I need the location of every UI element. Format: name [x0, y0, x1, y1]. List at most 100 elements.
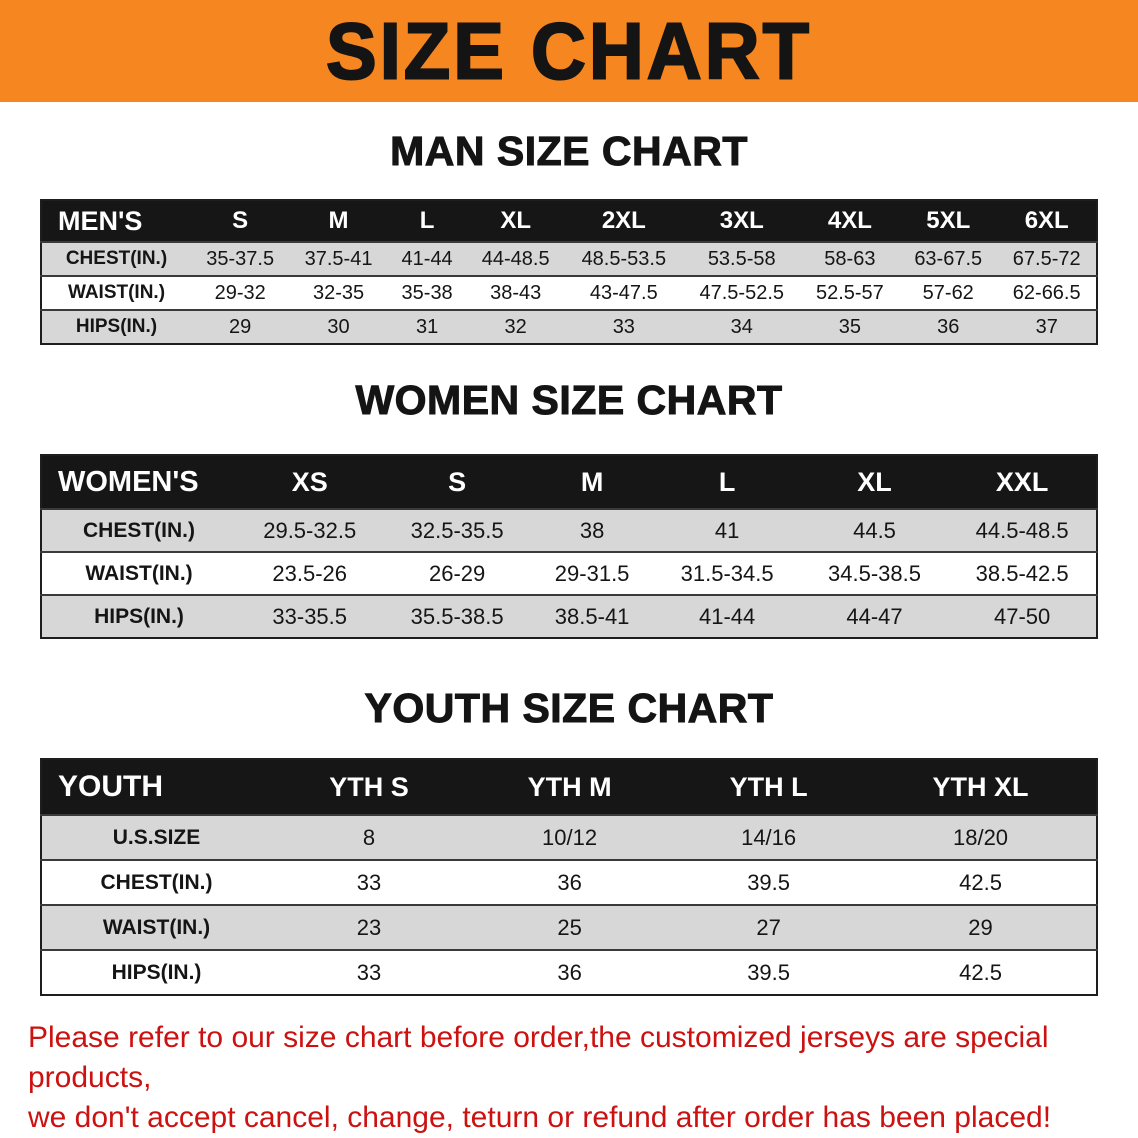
- men-size-section: MAN SIZE CHART MEN'S S M L XL 2XL 3XL 4XL 5XL 6XL…: [0, 128, 1138, 345]
- row-label-cell: HIPS(IN.): [111, 960, 202, 984]
- value-cell: 57-62: [922, 281, 974, 304]
- value-cell: 43-47.5: [589, 281, 658, 304]
- value-cell: 32-35: [312, 281, 365, 304]
- value-cell: 36: [557, 869, 582, 895]
- measurement-row: CHEST(IN.) 33 36 39.5 42.5: [41, 860, 1097, 905]
- size-header-cell: YTH S: [271, 759, 467, 815]
- size-header-cell: XS: [236, 455, 384, 509]
- men-section-heading: MAN SIZE CHART: [390, 128, 748, 175]
- value-cell: 34: [730, 315, 753, 338]
- value-cell: 52.5-57: [815, 281, 884, 304]
- value-cell: 38.5-42.5: [975, 560, 1069, 586]
- measurement-row: WAIST(IN.) 29-32 32-35 35-38 38-43 43-47.5 47.…: [41, 276, 1097, 310]
- value-cell: 33: [612, 315, 635, 338]
- row-label-cell: U.S.SIZE: [112, 825, 201, 849]
- value-cell: 33: [356, 869, 382, 895]
- size-header-cell: S: [191, 200, 290, 242]
- measurement-row: HIPS(IN.) 33 36 39.5 42.5: [41, 950, 1097, 995]
- value-cell: 39.5: [747, 869, 791, 895]
- women-size-table: WOMEN'S XS S M L XL XXL CHEST(IN.) 29.5-32.5 32.5…: [40, 454, 1098, 639]
- value-cell: 33-35.5: [272, 603, 348, 629]
- size-header-cell: XL: [466, 200, 565, 242]
- row-label-cell: CHEST(IN.): [65, 248, 168, 269]
- row-label-cell: HIPS(IN.): [75, 316, 158, 337]
- size-header-cell: YTH L: [672, 759, 866, 815]
- value-cell: 41: [714, 517, 740, 543]
- value-cell: 38: [579, 517, 605, 543]
- value-cell: 58-63: [824, 247, 876, 270]
- row-label-cell: CHEST(IN.): [100, 870, 213, 894]
- table-title-cell: WOMEN'S: [41, 455, 236, 509]
- value-cell: 33: [356, 959, 382, 985]
- value-cell: 25: [557, 914, 582, 940]
- value-cell: 44-48.5: [481, 247, 550, 270]
- row-label-cell: WAIST(IN.): [102, 915, 211, 939]
- value-cell: 36: [937, 315, 960, 338]
- value-cell: 47.5-52.5: [699, 281, 784, 304]
- women-section-heading: WOMEN SIZE CHART: [355, 377, 783, 424]
- size-header-row: WOMEN'S XS S M L XL XXL: [41, 455, 1097, 509]
- size-header-cell: XL: [800, 455, 949, 509]
- value-cell: 35-37.5: [206, 247, 275, 270]
- value-cell: 18/20: [952, 824, 1009, 850]
- size-header-cell: L: [653, 455, 801, 509]
- value-cell: 27: [756, 914, 781, 940]
- women-size-section: WOMEN SIZE CHART WOMEN'S XS S M L XL XXL CHEST(…: [0, 377, 1138, 639]
- measurement-row: HIPS(IN.) 29 30 31 32 33 34 35 36 37: [41, 310, 1097, 344]
- value-cell: 10/12: [542, 824, 598, 850]
- size-header-cell: 2XL: [564, 200, 683, 242]
- value-cell: 37.5-41: [304, 247, 373, 270]
- value-cell: 35: [838, 315, 861, 338]
- banner: SIZE CHART: [0, 0, 1138, 102]
- value-cell: 42.5: [959, 959, 1002, 985]
- row-label-cell: HIPS(IN.): [94, 604, 184, 628]
- value-cell: 29: [968, 914, 993, 940]
- youth-size-table: YOUTH YTH S YTH M YTH L YTH XL U.S.SIZE 8 10/12…: [40, 758, 1098, 996]
- value-cell: 38-43: [490, 281, 542, 304]
- row-label-cell: WAIST(IN.): [67, 282, 166, 303]
- size-header-cell: L: [387, 200, 467, 242]
- size-header-row: MEN'S S M L XL 2XL 3XL 4XL 5XL 6XL: [41, 200, 1097, 242]
- size-header-cell: S: [383, 455, 531, 509]
- value-cell: 47-50: [993, 603, 1051, 629]
- value-cell: 53.5-58: [707, 247, 776, 270]
- order-notice: Please refer to our size chart before or…: [0, 1018, 1138, 1138]
- table-title-cell: MEN'S: [41, 200, 191, 242]
- row-label-cell: CHEST(IN.): [83, 518, 195, 542]
- youth-size-section: YOUTH SIZE CHART YOUTH YTH S YTH M YTH L YTH…: [0, 685, 1138, 996]
- value-cell: 44.5-48.5: [975, 517, 1069, 543]
- value-cell: 44.5: [853, 517, 896, 543]
- men-size-table: MEN'S S M L XL 2XL 3XL 4XL 5XL 6XL CHEST(IN.) 35-37…: [40, 199, 1098, 345]
- value-cell: 41-44: [698, 603, 756, 629]
- size-header-row: YOUTH YTH S YTH M YTH L YTH XL: [41, 759, 1097, 815]
- value-cell: 26-29: [428, 560, 486, 586]
- value-cell: 8: [362, 824, 376, 850]
- value-cell: 41-44: [401, 247, 453, 270]
- value-cell: 29-31.5: [554, 560, 630, 586]
- value-cell: 29-32: [214, 281, 266, 304]
- value-cell: 48.5-53.5: [581, 247, 667, 270]
- measurement-row: WAIST(IN.) 23.5-26 26-29 29-31.5 31.5-34.5 34…: [41, 552, 1097, 595]
- value-cell: 63-67.5: [914, 247, 983, 270]
- measurement-row: HIPS(IN.) 33-35.5 35.5-38.5 38.5-41 41-44 44-…: [41, 595, 1097, 638]
- value-cell: 39.5: [747, 959, 791, 985]
- value-cell: 42.5: [959, 869, 1002, 895]
- measurement-row: U.S.SIZE 8 10/12 14/16 18/20: [41, 815, 1097, 860]
- youth-section-heading: YOUTH SIZE CHART: [364, 685, 774, 732]
- value-cell: 62-66.5: [1012, 281, 1081, 304]
- size-header-cell: 4XL: [800, 200, 900, 242]
- size-header-cell: M: [289, 200, 388, 242]
- value-cell: 67.5-72: [1012, 247, 1081, 270]
- value-cell: 36: [557, 959, 582, 985]
- size-header-cell: 3XL: [682, 200, 801, 242]
- notice-line-1: Please refer to our size chart before or…: [28, 1021, 1049, 1094]
- size-header-cell: XXL: [948, 455, 1097, 509]
- row-label-cell: WAIST(IN.): [85, 561, 193, 585]
- value-cell: 44-47: [846, 603, 903, 629]
- measurement-row: WAIST(IN.) 23 25 27 29: [41, 905, 1097, 950]
- value-cell: 38.5-41: [554, 603, 630, 629]
- value-cell: 31.5-34.5: [680, 560, 774, 586]
- notice-line-2: we don't accept cancel, change, teturn o…: [28, 1101, 1052, 1134]
- value-cell: 32: [504, 315, 527, 338]
